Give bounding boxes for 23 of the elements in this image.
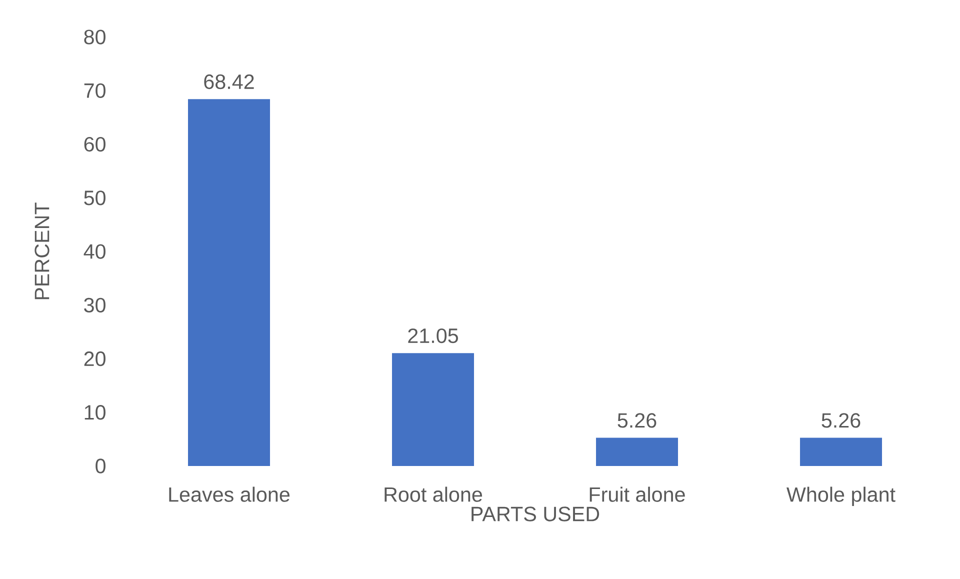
bar (392, 353, 474, 466)
y-tick-label: 60 (84, 136, 106, 152)
bar (800, 438, 882, 466)
data-label: 68.42 (204, 74, 254, 90)
bar (596, 438, 678, 466)
x-tick-label: Leaves alone (169, 486, 290, 502)
x-axis-title: PARTS USED (472, 506, 600, 522)
data-label: 5.26 (618, 413, 656, 428)
bar (188, 99, 270, 466)
y-tick-label: 40 (84, 244, 106, 259)
x-tick-label: Fruit alone (590, 486, 685, 502)
y-axis-title: PERCENT (34, 202, 50, 300)
x-tick-label: Root alone (384, 486, 482, 502)
data-label: 21.05 (408, 328, 458, 344)
y-tick-label: 70 (84, 83, 106, 98)
x-tick-label: Whole plant (786, 486, 896, 506)
data-label: 5.26 (822, 413, 860, 428)
y-tick-label: 20 (84, 351, 106, 366)
y-tick-label: 0 (96, 458, 106, 474)
y-tick-label: 30 (84, 298, 106, 312)
y-tick-label: 10 (84, 405, 106, 420)
y-tick-label: 50 (84, 190, 106, 206)
y-tick-label: 80 (84, 30, 106, 44)
